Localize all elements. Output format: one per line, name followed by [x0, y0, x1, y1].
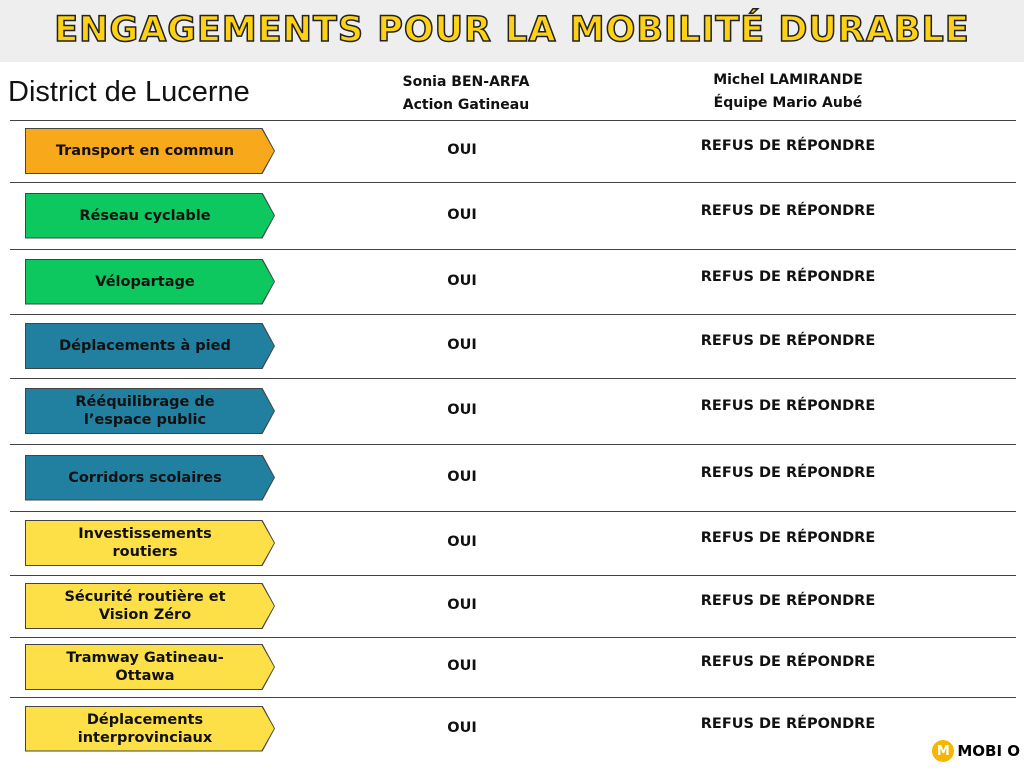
label-arrow: Tramway Gatineau-Ottawa	[26, 645, 274, 689]
answer: REFUS DE RÉPONDRE	[700, 333, 876, 349]
row-separator	[10, 575, 1016, 576]
answer: REFUS DE RÉPONDRE	[700, 464, 876, 481]
answer: OUI	[447, 658, 477, 674]
title-bar: ENGAGEMENTS POUR LA MOBILITÉ DURABLE	[0, 0, 1024, 62]
row-separator	[10, 444, 1016, 445]
answer: OUI	[447, 272, 477, 289]
answer: OUI	[447, 337, 477, 353]
label-arrow: Déplacements interprovinciaux	[26, 706, 274, 751]
answer: OUI	[447, 206, 477, 223]
answer: OUI	[447, 534, 477, 550]
title: ENGAGEMENTS POUR LA MOBILITÉ DURABLE	[54, 9, 970, 51]
label-arrow: Sécurité routière et Vision Zéro	[26, 584, 274, 628]
label-arrow: Transport en commun	[26, 129, 274, 173]
candidate-name: Michel LAMIRANDE	[713, 72, 863, 88]
answer: REFUS DE RÉPONDRE	[700, 530, 876, 546]
label-arrow: Investissements routiers	[26, 521, 274, 565]
answer: REFUS DE RÉPONDRE	[700, 593, 876, 609]
row-separator	[10, 120, 1016, 121]
candidate-header: Michel LAMIRANDE Équipe Mario Aubé	[658, 69, 918, 115]
logo-text: MOBI O	[957, 742, 1020, 760]
candidate-party: Action Gatineau	[402, 97, 530, 113]
label-arrow: Déplacements à pied	[26, 324, 274, 368]
logo-mark: M	[932, 740, 955, 762]
label-arrow: Rééquilibrage de l’espace public	[26, 389, 274, 433]
row-separator	[10, 697, 1016, 698]
answer: REFUS DE RÉPONDRE	[700, 715, 876, 732]
row-separator	[10, 314, 1016, 315]
label-arrow: Corridors scolaires	[26, 455, 274, 500]
label-arrow: Réseau cyclable	[26, 193, 274, 238]
answer: REFUS DE RÉPONDRE	[700, 138, 876, 154]
answer: REFUS DE RÉPONDRE	[700, 202, 876, 219]
row-separator	[10, 249, 1016, 250]
candidate-header: Sonia BEN-ARFA Action Gatineau	[336, 71, 596, 117]
row-separator	[10, 378, 1016, 379]
answer: OUI	[447, 719, 477, 736]
row-separator	[10, 637, 1016, 638]
answer: OUI	[447, 468, 477, 485]
answer: OUI	[447, 597, 477, 613]
label-arrow: Vélopartage	[26, 259, 274, 304]
answer: OUI	[447, 402, 477, 418]
candidate-party: Équipe Mario Aubé	[713, 95, 863, 111]
answer: REFUS DE RÉPONDRE	[700, 654, 876, 670]
answer: OUI	[447, 142, 477, 158]
logo: M MOBI O	[932, 740, 1020, 762]
district: District de Lucerne	[8, 76, 250, 108]
answer: REFUS DE RÉPONDRE	[700, 398, 876, 414]
row-separator	[10, 511, 1016, 512]
candidate-name: Sonia BEN-ARFA	[402, 74, 530, 90]
answer: REFUS DE RÉPONDRE	[700, 268, 876, 285]
row-separator	[10, 182, 1016, 183]
